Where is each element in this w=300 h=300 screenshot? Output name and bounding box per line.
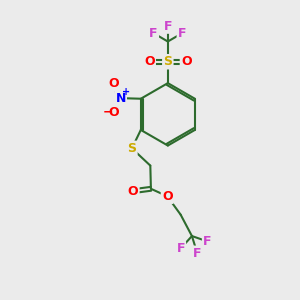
Text: N: N	[116, 92, 126, 105]
Text: O: O	[162, 190, 172, 203]
Text: F: F	[176, 242, 185, 255]
Text: S: S	[163, 55, 172, 68]
Text: O: O	[181, 55, 192, 68]
Text: F: F	[178, 27, 186, 40]
Text: −: −	[102, 106, 113, 119]
Text: +: +	[122, 87, 130, 97]
Text: F: F	[149, 27, 158, 40]
Text: F: F	[193, 247, 202, 260]
Text: O: O	[144, 55, 155, 68]
Text: F: F	[164, 20, 172, 33]
Text: O: O	[109, 77, 119, 90]
Text: S: S	[128, 142, 136, 155]
Text: O: O	[109, 106, 119, 119]
Text: O: O	[128, 185, 138, 198]
Text: F: F	[203, 235, 212, 248]
